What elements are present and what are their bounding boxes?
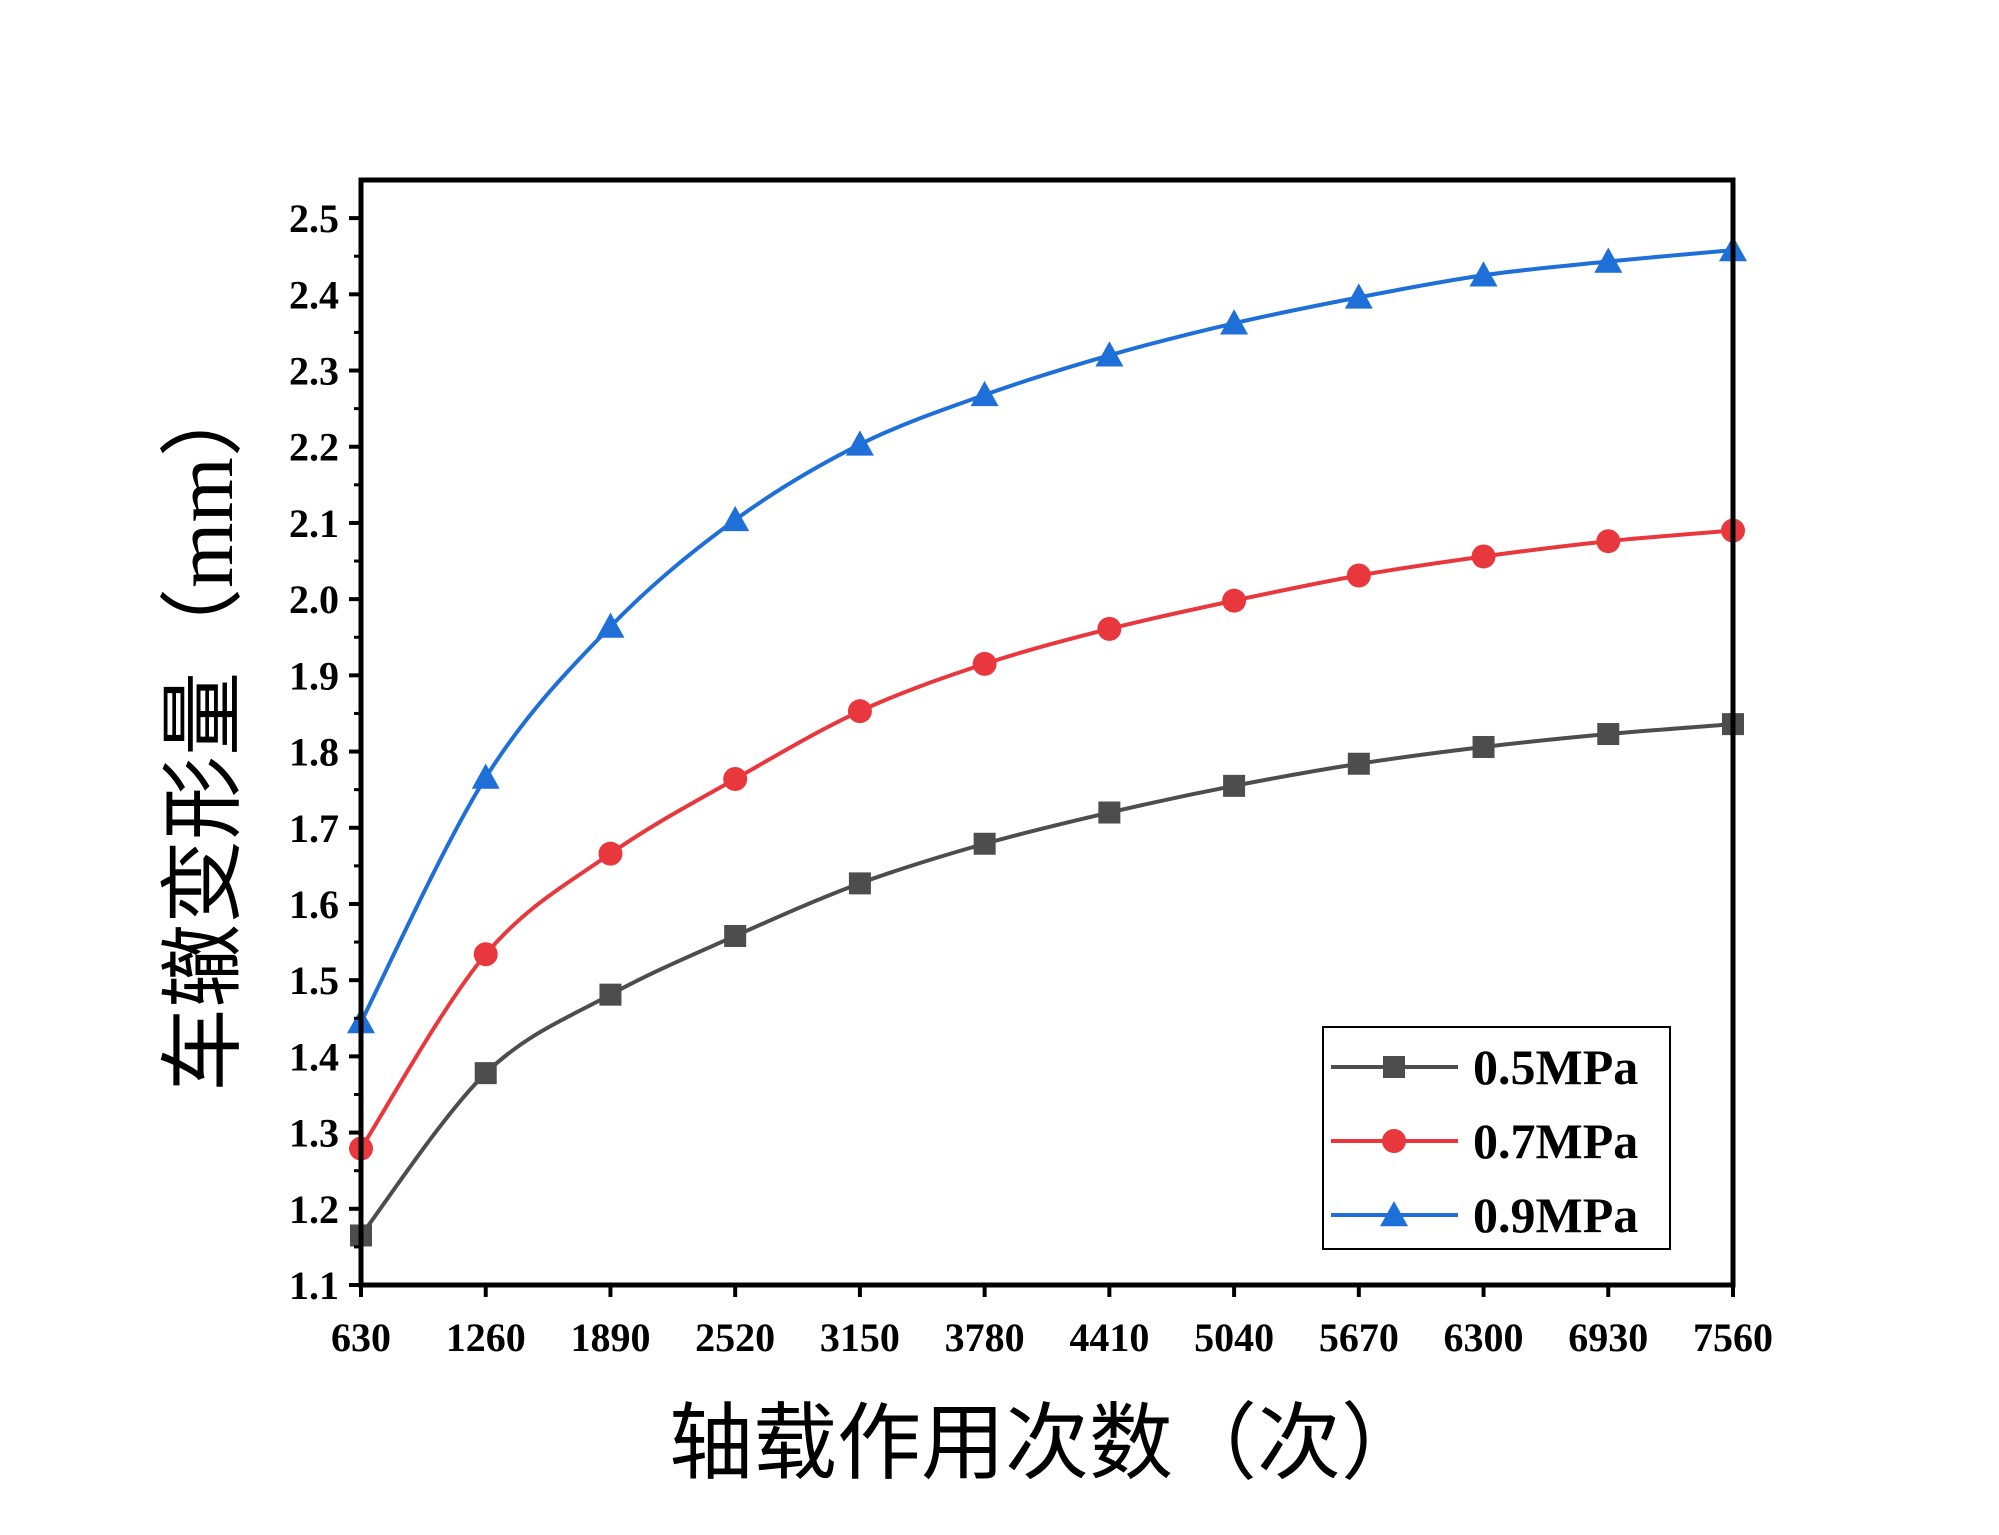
data-point: [1220, 309, 1249, 335]
x-tick-label: 5670: [1319, 1315, 1399, 1360]
legend-item: 0.7MPa: [1331, 1113, 1638, 1169]
data-point: [973, 832, 996, 855]
data-point: [721, 505, 750, 532]
data-point: [1597, 723, 1620, 746]
y-tick-label: 1.6: [289, 882, 339, 927]
y-tick-label: 1.5: [289, 958, 339, 1003]
y-axis: 1.1 1.2 1.3 1.4 1.5 1.6 1.7 1.8 1.9 2.0 2.1 2.2 2.3 2…: [289, 196, 361, 1308]
y-tick-label: 2.1: [289, 501, 339, 546]
x-tick-label: 4410: [1069, 1315, 1149, 1360]
data-point: [598, 841, 623, 866]
x-axis: 630 1260 1890 2520 3150 3780 4410 5040 5670 6300 6…: [331, 1285, 1773, 1360]
y-tick-label: 1.1: [289, 1263, 339, 1308]
y-tick-label: 1.3: [289, 1111, 339, 1156]
series-0.7MPa: [349, 518, 1745, 1161]
data-point: [848, 872, 871, 895]
data-point: [1472, 735, 1495, 758]
plot-frame: [358, 177, 1736, 1288]
legend-marker: [1382, 1129, 1406, 1153]
data-point: [1594, 247, 1623, 273]
y-tick-label: 2.2: [289, 425, 339, 470]
y-axis-title: 车辙变形量（mm）: [158, 373, 251, 1092]
x-tick-label: 630: [331, 1315, 391, 1360]
data-point: [972, 651, 997, 676]
y-tick-label: 1.2: [289, 1187, 339, 1232]
data-point: [1469, 261, 1498, 287]
y-tick-label: 2.4: [289, 272, 339, 317]
x-tick-label: 1260: [446, 1315, 526, 1360]
x-tick-label: 5040: [1194, 1315, 1274, 1360]
data-point: [1098, 801, 1121, 824]
y-tick-label: 2.3: [289, 349, 339, 394]
data-point: [474, 1062, 497, 1085]
x-tick-label: 7560: [1693, 1315, 1773, 1360]
data-point: [1346, 563, 1371, 588]
legend-box: [1322, 1026, 1671, 1250]
data-point: [1097, 616, 1122, 641]
legend-label: 0.9MPa: [1473, 1187, 1638, 1243]
series-0.9MPa: [347, 236, 1747, 1034]
y-tick-label: 2.5: [289, 196, 339, 241]
legend-item: 0.5MPa: [1331, 1039, 1638, 1095]
data-point: [970, 380, 999, 407]
x-tick-label: 6300: [1444, 1315, 1524, 1360]
y-tick-label: 1.8: [289, 730, 339, 775]
legend-item: 0.9MPa: [1331, 1187, 1638, 1243]
data-point: [471, 763, 500, 789]
legend-label: 0.7MPa: [1473, 1113, 1638, 1169]
x-tick-label: 2520: [695, 1315, 775, 1360]
data-point: [724, 924, 747, 947]
x-tick-label: 3780: [945, 1315, 1025, 1360]
x-axis-title: 轴载作用次数（次）: [669, 1398, 1425, 1491]
legend-label: 0.5MPa: [1473, 1039, 1638, 1095]
data-point: [1344, 283, 1373, 309]
x-tick-label: 6930: [1568, 1315, 1648, 1360]
data-point: [1095, 341, 1124, 367]
data-point: [1222, 588, 1247, 613]
data-point: [1596, 529, 1621, 554]
data-point: [845, 430, 874, 456]
plot-series-layer: [347, 236, 1747, 1247]
data-point: [599, 983, 622, 1006]
y-tick-label: 1.9: [289, 653, 339, 698]
data-point: [596, 612, 625, 638]
data-point: [847, 699, 872, 724]
data-point: [1471, 544, 1496, 569]
series-0.5MPa: [350, 713, 1744, 1247]
x-tick-label: 1890: [570, 1315, 650, 1360]
data-point: [1347, 752, 1370, 775]
legend-marker: [1383, 1056, 1405, 1078]
legend: 0.5MPa 0.7MPa 0.9MPa: [1322, 1026, 1671, 1250]
legend-marker: [1380, 1201, 1408, 1227]
x-tick-label: 3150: [820, 1315, 900, 1360]
data-point: [473, 942, 498, 967]
y-tick-label: 1.4: [289, 1034, 339, 1079]
series-line: [359, 248, 1734, 1023]
y-tick-label: 2.0: [289, 577, 339, 622]
data-point: [723, 766, 748, 791]
y-tick-label: 1.7: [289, 806, 339, 851]
data-point: [1223, 774, 1246, 797]
